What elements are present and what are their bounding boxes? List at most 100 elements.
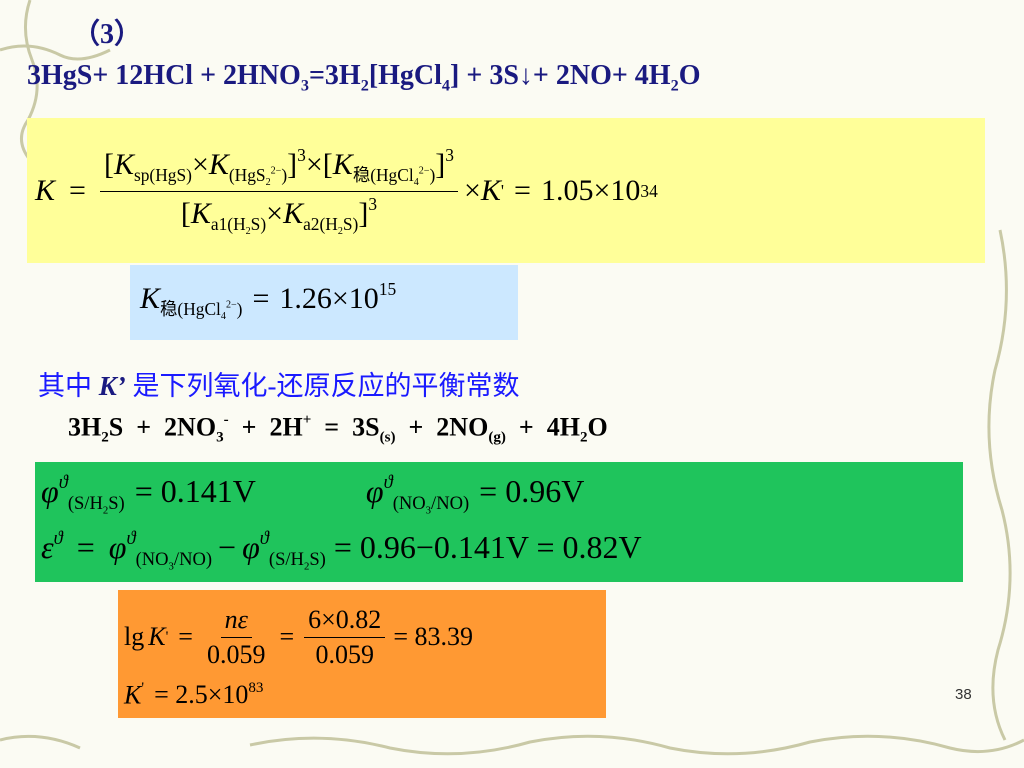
equation-part: ×[ <box>305 148 333 182</box>
equation-part: 4 <box>413 177 419 189</box>
equation-group: [Ksp(HgS)×K(HgS22−)]3×[K稳(HgCl42−)]3 <box>99 145 458 192</box>
equation-part: 2 <box>102 504 109 517</box>
equation-part: ) <box>429 165 436 186</box>
equation-part: 2 <box>360 76 369 95</box>
heading: （3） <box>72 19 143 50</box>
equation-part: = 83.39 <box>393 622 473 651</box>
equation-part: 其中 <box>38 371 92 401</box>
equation-part: 0.059 <box>206 639 266 669</box>
equation-part: ϑ <box>259 528 269 549</box>
equation-group: (NO3/NO) <box>136 549 212 572</box>
equation-part: ) <box>281 165 288 186</box>
equation-part: 15 <box>378 279 397 299</box>
equation-part: K <box>190 196 211 230</box>
equation-part: a1(H <box>210 213 246 234</box>
equation: φϑ(S/H2S) = 0.141V φϑ(NO3/NO) = 0.96V <box>41 472 584 517</box>
equation-part: - <box>223 412 229 428</box>
equation: lg K ' = nε 0.059 = 6×0.82 0.059 = 83.39 <box>124 596 473 678</box>
reaction: 3H2S + 2NO3- + 2H+ = 3S(s) + 2NO(g) + 4H… <box>68 412 608 446</box>
equation-part: − <box>218 528 237 565</box>
equation-part: = <box>514 174 531 207</box>
equation-part: 2 <box>579 429 588 446</box>
equation-part: 2 <box>303 560 310 573</box>
equation-part: φ <box>108 528 127 565</box>
equation-group: (HgS22−) <box>228 165 288 188</box>
equation-part: = 0.96V <box>479 472 585 509</box>
equation-box: K = [Ksp(HgS)×K(HgS22−)]3×[K稳(HgCl42−)]3 … <box>27 118 985 263</box>
equation-part: = <box>178 622 193 651</box>
equation-part: 3 <box>425 504 432 517</box>
equation-part: S) <box>309 549 326 571</box>
equation-part: S + 2NO <box>108 412 217 442</box>
equation-part: φ <box>365 472 384 509</box>
equation-part: K <box>140 282 161 316</box>
page-number: 38 <box>955 686 972 703</box>
equation-part: K’ <box>98 371 126 401</box>
equation-part: ϑ <box>53 528 63 549</box>
equation-part: [HgCl <box>368 60 442 91</box>
equation-part: + 4H <box>505 412 580 442</box>
equation-part: 34 <box>640 180 658 201</box>
equation-part: S) <box>108 493 125 515</box>
equation-part: /NO) <box>431 493 470 515</box>
equation-part: 3H <box>68 412 102 442</box>
equation-part: = 0.141V <box>134 472 256 509</box>
equation-part: S) <box>250 213 267 234</box>
equation-part: (HgS <box>228 165 266 186</box>
equation-part: ] <box>287 148 298 182</box>
equation-part: ) <box>236 299 243 319</box>
equation-part: S) <box>342 213 359 234</box>
equation-part: 4 <box>441 76 451 95</box>
equation-part: ϑ <box>126 528 136 549</box>
equation-group: 稳(HgCl42−) <box>160 299 243 323</box>
equation-part: 4 <box>220 311 226 323</box>
equation: εϑ = φϑ(NO3/NO) − φϑ(S/H2S) = 0.96−0.141V = 0… <box>41 528 642 573</box>
equation-part: 83 <box>248 680 264 696</box>
equation-part: 稳(HgCl <box>160 299 221 319</box>
equation-part: = <box>69 174 86 207</box>
equation-part: 6×0.82 <box>304 605 386 638</box>
equation-part: ] <box>435 148 446 182</box>
equation-part: ' <box>141 680 145 696</box>
equation-part: 是下列氧化-还原反应的平衡常数 <box>132 371 520 401</box>
equation-part: 2 <box>101 429 109 446</box>
equation-part: 3 <box>216 429 224 446</box>
equation-part: ] <box>358 196 369 230</box>
equation-part: O <box>678 60 701 91</box>
equation-group: nε 0.059 <box>203 605 270 670</box>
equation-group: a1(H2S) <box>210 213 267 237</box>
equation-part: lg <box>124 622 145 651</box>
equation-group: (S/H2S) <box>67 493 125 517</box>
equation-part: 2− <box>225 299 237 311</box>
equation-group: 稳(HgCl42−) <box>352 165 436 188</box>
equation: K稳(HgCl42−) = 1.26×1015 <box>140 279 396 322</box>
equation-part: ϑ <box>383 472 393 493</box>
equation-part: 1.26×10 <box>279 282 379 316</box>
equation-part: (S/H <box>67 493 103 515</box>
equation-part: K <box>124 680 142 710</box>
equation-group: (S/H2S) <box>269 549 326 573</box>
equation-part: + <box>302 412 312 428</box>
equation-part: 2− <box>270 165 282 177</box>
equation-group: 6×0.82 0.059 <box>304 605 386 670</box>
equation-group: sp(HgS) <box>134 165 192 185</box>
equation-box: φϑ(S/H2S) = 0.141V φϑ(NO3/NO) = 0.96V εϑ = φϑ… <box>35 462 963 582</box>
equation-part: ' <box>165 628 169 645</box>
equation-part: = 2.5×10 <box>154 680 249 710</box>
equation-part: 3 <box>445 145 454 166</box>
equation-part: 2 <box>245 225 251 237</box>
equation-group: (NO3/NO) <box>392 493 470 517</box>
equation-part: (NO <box>392 493 426 515</box>
equation-part: = 0.96−0.141V = 0.82V <box>333 528 642 565</box>
equation-part: φ <box>242 528 260 565</box>
equation-part: 稳(HgCl <box>352 165 414 186</box>
equation-part: 3 <box>300 76 309 95</box>
equation-part: + 2NO <box>395 412 489 442</box>
equation-part: ε <box>41 528 54 565</box>
equation-part: 3HgS+ 12HCl + 2HNO <box>27 60 301 91</box>
equation-part: φ <box>41 472 59 509</box>
equation-part: (g) <box>488 429 506 446</box>
equation-part: 2− <box>418 165 430 177</box>
